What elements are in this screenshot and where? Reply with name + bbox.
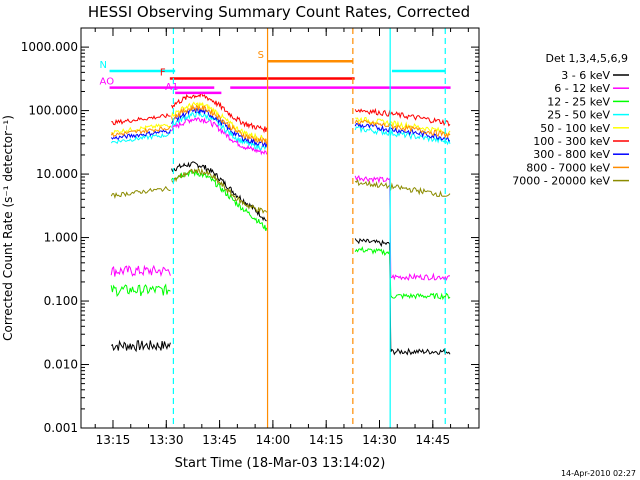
- legend-label: 50 - 100 keV: [540, 122, 610, 135]
- plot-frame: [80, 27, 480, 429]
- chart-title: HESSI Observing Summary Count Rates, Cor…: [88, 3, 470, 21]
- y-tick-label: 1000.000: [21, 40, 78, 54]
- x-tick-label: 14:30: [362, 433, 397, 447]
- flag-label: S: [258, 50, 264, 61]
- x-tick-label: 13:30: [149, 433, 184, 447]
- flag-label: N: [100, 60, 107, 71]
- flag-label: A1: [165, 82, 178, 93]
- y-tick-label: 0.100: [44, 294, 78, 308]
- x-tick-label: 14:00: [256, 433, 291, 447]
- x-tick-label: 13:15: [96, 433, 131, 447]
- x-tick-label: 14:15: [309, 433, 344, 447]
- legend-label: 300 - 800 keV: [533, 148, 610, 161]
- axis-layer: 1000.000 100.000 10.000 1.000 0.100 0.010 0.00…: [21, 28, 479, 447]
- x-axis-label: Start Time (18-Mar-03 13:14:02): [175, 456, 386, 471]
- y-tick-label: 0.001: [44, 421, 78, 435]
- legend-label: 7000 - 20000 keV: [512, 175, 610, 188]
- series-line: [110, 103, 451, 145]
- series-line: [110, 167, 451, 214]
- series-line: [110, 117, 451, 281]
- x-tick-label: 13:45: [202, 433, 237, 447]
- legend-label: 12 - 25 keV: [547, 95, 610, 108]
- flag-label: AO: [100, 77, 115, 88]
- series-line: [111, 92, 451, 134]
- x-tick-label: 14:45: [416, 433, 451, 447]
- y-tick-label: 100.000: [28, 104, 78, 118]
- series-layer: [110, 92, 451, 356]
- y-tick-label: 0.010: [44, 358, 78, 372]
- legend-title: Det 1,3,4,5,6,9: [545, 52, 628, 65]
- y-tick-label: 1.000: [44, 231, 78, 245]
- vline-layer: [172, 28, 446, 428]
- legend-label: 6 - 12 keV: [554, 82, 610, 95]
- y-tick-label: 10.000: [36, 167, 78, 181]
- legend-label: 100 - 300 keV: [533, 135, 610, 148]
- legend-label: 800 - 7000 keV: [526, 161, 610, 174]
- legend-label: 25 - 50 keV: [547, 109, 610, 122]
- legend-label: 3 - 6 keV: [561, 69, 610, 82]
- flag-label: F: [160, 68, 166, 79]
- y-axis-label: Corrected Count Rate (s⁻¹ detector⁻¹): [1, 115, 15, 341]
- timestamp: 14-Apr-2010 02:27: [561, 469, 636, 478]
